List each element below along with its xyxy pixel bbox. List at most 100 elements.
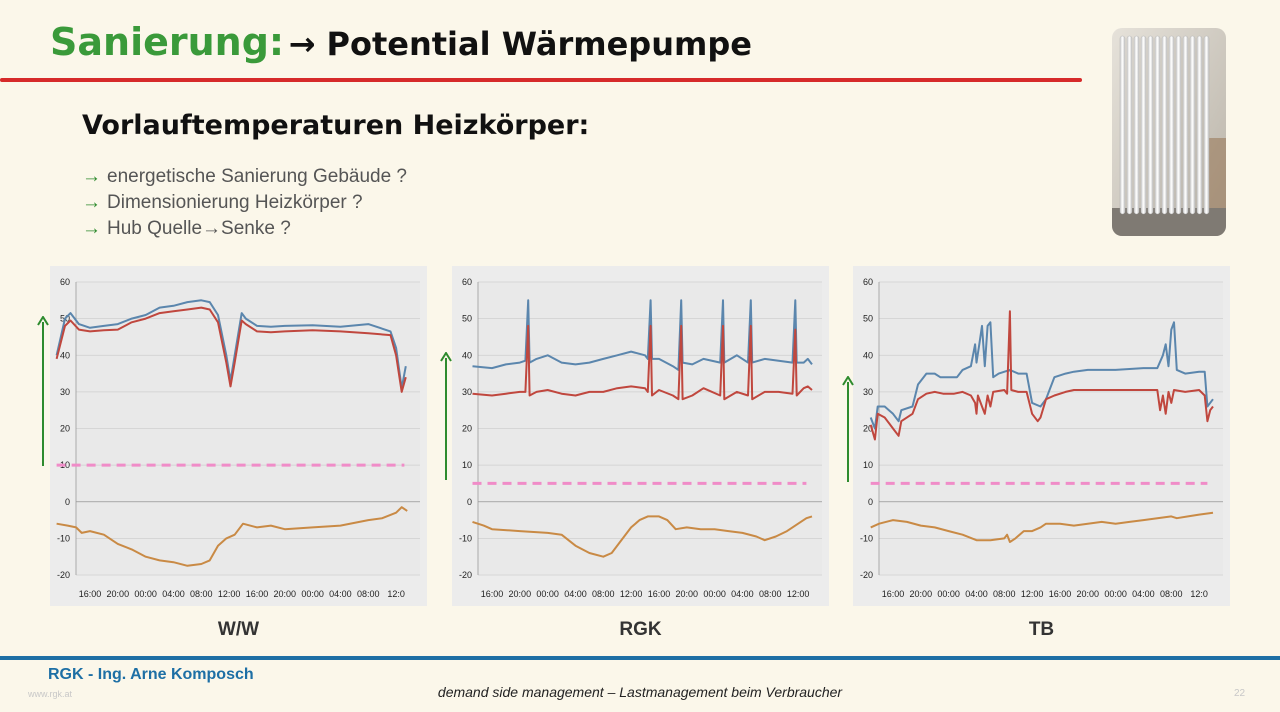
y-tick-label: 50 <box>462 314 472 324</box>
chart-ww: -20 -10 0 10 20 30 40 50 60 16:00 20:00 00:00 04:00 0… <box>50 266 427 606</box>
up-arrow-icon <box>440 352 452 480</box>
x-tick-label: 08:00 <box>1160 589 1183 599</box>
x-tick-label: 16:00 <box>882 589 905 599</box>
y-tick-label: -10 <box>860 533 873 543</box>
x-tick-label: 08:00 <box>993 589 1016 599</box>
slide-title: Sanierung: → Potential Wärmepumpe <box>50 20 752 64</box>
x-tick-label: 12:00 <box>218 589 241 599</box>
y-tick-label: -20 <box>57 570 70 580</box>
x-tick-label: 00:00 <box>301 589 324 599</box>
bullet-item: → Hub Quelle→Senke ? <box>82 216 407 242</box>
y-tick-label: 30 <box>60 387 70 397</box>
x-tick-label: 04:00 <box>1132 589 1155 599</box>
y-tick-label: 30 <box>863 387 873 397</box>
y-tick-label: -10 <box>459 533 472 543</box>
x-tick-label: 20:00 <box>910 589 933 599</box>
y-tick-label: -10 <box>57 533 70 543</box>
x-tick-label: 04:00 <box>965 589 988 599</box>
x-tick-label: 12:00 <box>620 589 643 599</box>
arrow-icon: → <box>82 218 101 239</box>
chart-tb-svg: -20 -10 0 10 20 30 40 50 60 16:00 20:00 00:00 04:00 0… <box>860 277 1223 599</box>
y-tick-label: 10 <box>863 460 873 470</box>
title-rest: → Potential Wärmepumpe <box>288 25 752 63</box>
y-tick-label: 60 <box>60 277 70 287</box>
x-tick-label: 16:00 <box>481 589 504 599</box>
bullet-item: → energetische Sanierung Gebäude ? <box>82 164 407 190</box>
y-tick-label: 40 <box>462 350 472 360</box>
y-tick-label: 60 <box>462 277 472 287</box>
y-tick-label: -20 <box>860 570 873 580</box>
y-tick-label: 40 <box>863 350 873 360</box>
x-tick-label: 00:00 <box>1104 589 1127 599</box>
x-tick-label: 04:00 <box>162 589 185 599</box>
arrow-icon: → <box>82 192 101 213</box>
chart-rgk: -20 -10 0 10 20 30 40 50 60 16:00 20:00 00:00 04:00 0… <box>452 266 829 606</box>
chart-rgk-svg: -20 -10 0 10 20 30 40 50 60 16:00 20:00 00:00 04:00 0… <box>459 277 822 599</box>
x-tick-label: 12:0 <box>1190 589 1208 599</box>
y-tick-label: -20 <box>459 570 472 580</box>
x-tick-label: 08:00 <box>759 589 782 599</box>
x-tick-label: 12:00 <box>1021 589 1044 599</box>
x-tick-label: 04:00 <box>329 589 352 599</box>
x-tick-label: 20:00 <box>676 589 699 599</box>
chart-label-ww: W/W <box>217 619 260 640</box>
radiator-image <box>1112 28 1226 236</box>
y-tick-label: 40 <box>60 350 70 360</box>
x-tick-label: 12:00 <box>787 589 810 599</box>
footer-website[interactable]: www.rgk.at <box>28 689 73 699</box>
x-tick-label: 08:00 <box>190 589 213 599</box>
series-line-supply <box>869 321 1214 430</box>
series-line-return <box>472 324 813 401</box>
x-tick-label: 16:00 <box>246 589 269 599</box>
title-main: Sanierung: <box>50 20 285 64</box>
footer-divider <box>0 656 1280 660</box>
up-arrow-icon <box>37 316 49 466</box>
x-tick-label: 16:00 <box>1049 589 1072 599</box>
series-line-return <box>869 310 1214 441</box>
subtitle: Vorlauftemperaturen Heizkörper: <box>82 110 590 141</box>
series-line-supply <box>472 299 813 371</box>
x-tick-label: 20:00 <box>107 589 130 599</box>
y-tick-label: 10 <box>462 460 472 470</box>
footer-caption: demand side management – Lastmanagement … <box>437 684 843 700</box>
up-arrow-icon <box>842 376 854 482</box>
x-tick-label: 00:00 <box>703 589 726 599</box>
chart-tb: -20 -10 0 10 20 30 40 50 60 16:00 20:00 00:00 04:00 0… <box>853 266 1230 606</box>
y-tick-label: 30 <box>462 387 472 397</box>
x-tick-label: 04:00 <box>731 589 754 599</box>
arrow-icon: → <box>82 166 101 187</box>
y-tick-label: 0 <box>467 497 472 507</box>
footer-author: RGK - Ing. Arne Komposch <box>48 666 254 683</box>
y-tick-label: 20 <box>462 424 472 434</box>
x-tick-label: 08:00 <box>592 589 615 599</box>
x-tick-label: 20:00 <box>274 589 297 599</box>
bullet-list: → energetische Sanierung Gebäude ? → Dimen… <box>82 164 407 242</box>
series-line-outdoor <box>870 511 1214 543</box>
y-tick-label: 20 <box>60 424 70 434</box>
y-tick-label: 0 <box>868 497 873 507</box>
title-divider <box>0 78 1082 82</box>
x-tick-label: 20:00 <box>1077 589 1100 599</box>
x-tick-label: 16:00 <box>79 589 102 599</box>
bullet-text: Hub Quelle→Senke ? <box>107 218 291 239</box>
chart-label-tb: TB <box>1028 619 1055 640</box>
x-tick-label: 16:00 <box>648 589 671 599</box>
series-line-return <box>55 306 407 393</box>
bullet-item: → Dimensionierung Heizkörper ? <box>82 190 407 216</box>
x-tick-label: 20:00 <box>509 589 532 599</box>
x-tick-label: 08:00 <box>357 589 380 599</box>
y-tick-label: 50 <box>863 314 873 324</box>
chart-label-rgk: RGK <box>619 619 662 640</box>
x-tick-label: 00:00 <box>536 589 559 599</box>
bullet-text: Dimensionierung Heizkörper ? <box>107 192 363 213</box>
page-number: 22 <box>1234 688 1246 699</box>
x-tick-label: 12:0 <box>387 589 405 599</box>
series-line-outdoor <box>472 515 813 558</box>
x-tick-label: 00:00 <box>134 589 157 599</box>
y-tick-label: 60 <box>863 277 873 287</box>
y-tick-label: 20 <box>863 424 873 434</box>
x-tick-label: 04:00 <box>564 589 587 599</box>
series-line-supply <box>55 299 407 390</box>
y-tick-label: 0 <box>65 497 70 507</box>
